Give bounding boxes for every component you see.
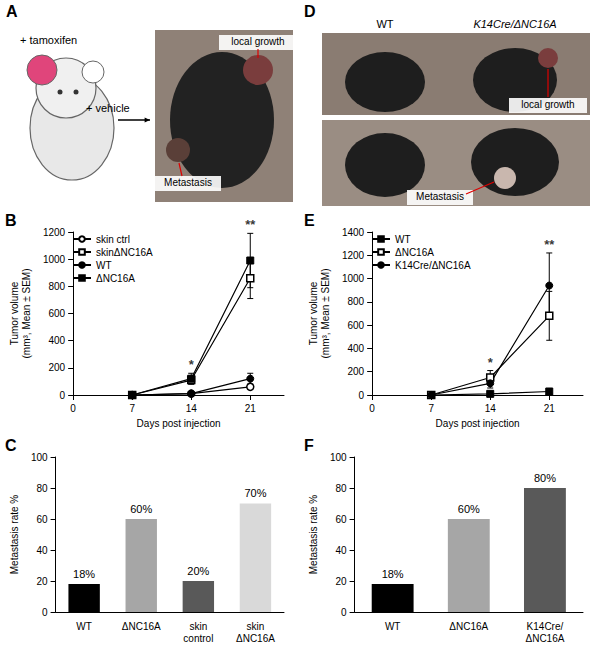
- svg-text:+ tamoxifen: + tamoxifen: [20, 34, 77, 46]
- svg-text:21: 21: [544, 403, 556, 414]
- svg-text:1200: 1200: [342, 250, 365, 261]
- svg-text:800: 800: [347, 296, 364, 307]
- svg-text:K14Cre/ΔNC16A: K14Cre/ΔNC16A: [395, 260, 471, 271]
- svg-text:local growth: local growth: [231, 36, 284, 47]
- svg-text:80%: 80%: [534, 472, 556, 484]
- svg-text:(mm³, Mean ± SEM): (mm³, Mean ± SEM): [21, 269, 32, 359]
- svg-text:(mm³, Mean ± SEM): (mm³, Mean ± SEM): [320, 269, 331, 359]
- svg-text:Tumor volume: Tumor volume: [308, 281, 319, 345]
- svg-text:100: 100: [31, 452, 48, 463]
- svg-text:Metastasis: Metastasis: [416, 191, 464, 202]
- svg-text:WT: WT: [376, 18, 393, 30]
- svg-text:60%: 60%: [130, 503, 152, 515]
- svg-text:*: *: [488, 355, 494, 370]
- svg-text:WT: WT: [76, 621, 92, 632]
- svg-text:D: D: [304, 3, 316, 20]
- svg-text:Metastasis: Metastasis: [164, 177, 212, 188]
- svg-text:Days post injection: Days post injection: [436, 418, 520, 429]
- svg-text:ΔNC16A: ΔNC16A: [236, 633, 275, 644]
- svg-text:+ vehicle: + vehicle: [86, 102, 130, 114]
- svg-text:K14Cre/ΔNC16A: K14Cre/ΔNC16A: [473, 18, 556, 30]
- svg-text:0: 0: [341, 607, 347, 618]
- html-text:B: B: [5, 212, 17, 229]
- svg-text:100: 100: [330, 452, 347, 463]
- svg-text:7: 7: [129, 403, 135, 414]
- svg-text:20%: 20%: [187, 565, 209, 577]
- svg-text:14: 14: [186, 403, 198, 414]
- svg-text:0: 0: [42, 607, 48, 618]
- html-text:C: C: [5, 437, 17, 454]
- svg-text:18%: 18%: [73, 568, 95, 580]
- html-text:F: F: [304, 437, 314, 454]
- svg-text:Metastasis rate %: Metastasis rate %: [9, 495, 20, 575]
- svg-text:600: 600: [48, 308, 65, 319]
- svg-text:80: 80: [335, 483, 347, 494]
- svg-text:**: **: [544, 237, 555, 252]
- svg-text:1000: 1000: [43, 254, 66, 265]
- svg-text:60: 60: [36, 514, 48, 525]
- svg-text:1400: 1400: [342, 227, 365, 238]
- svg-text:A: A: [6, 3, 18, 20]
- svg-text:Tumor volume: Tumor volume: [9, 281, 20, 345]
- svg-text:control: control: [183, 633, 213, 644]
- svg-text:WT: WT: [395, 234, 411, 245]
- svg-text:1200: 1200: [43, 227, 66, 238]
- svg-text:ΔNC16A: ΔNC16A: [96, 273, 135, 284]
- svg-text:70%: 70%: [244, 487, 266, 499]
- svg-text:0: 0: [60, 390, 66, 401]
- svg-text:Days post injection: Days post injection: [137, 418, 221, 429]
- html-text:E: E: [304, 212, 315, 229]
- svg-text:WT: WT: [385, 621, 401, 632]
- svg-text:skinΔNC16A: skinΔNC16A: [96, 247, 153, 258]
- svg-text:1000: 1000: [342, 273, 365, 284]
- svg-text:200: 200: [347, 366, 364, 377]
- svg-text:**: **: [245, 217, 256, 232]
- svg-text:ΔNC16A: ΔNC16A: [395, 247, 434, 258]
- svg-text:ΔNC16A: ΔNC16A: [449, 621, 488, 632]
- svg-text:40: 40: [36, 545, 48, 556]
- svg-text:20: 20: [335, 576, 347, 587]
- svg-text:800: 800: [48, 281, 65, 292]
- svg-text:60%: 60%: [458, 503, 480, 515]
- svg-text:14: 14: [485, 403, 497, 414]
- svg-text:Metastasis rate %: Metastasis rate %: [308, 495, 319, 575]
- svg-text:80: 80: [36, 483, 48, 494]
- svg-text:skin ctrl: skin ctrl: [96, 234, 130, 245]
- svg-text:21: 21: [245, 403, 257, 414]
- svg-text:WT: WT: [96, 260, 112, 271]
- svg-text:ΔNC16A: ΔNC16A: [122, 621, 161, 632]
- svg-text:K14Cre/: K14Cre/: [527, 621, 564, 632]
- svg-text:200: 200: [48, 362, 65, 373]
- svg-text:7: 7: [428, 403, 434, 414]
- svg-text:*: *: [189, 357, 195, 372]
- svg-text:400: 400: [48, 335, 65, 346]
- svg-text:0: 0: [359, 390, 365, 401]
- svg-text:ΔNC16A: ΔNC16A: [525, 633, 564, 644]
- svg-text:0: 0: [369, 403, 375, 414]
- svg-text:skin: skin: [247, 621, 265, 632]
- svg-text:local growth: local growth: [521, 99, 574, 110]
- svg-text:0: 0: [70, 403, 76, 414]
- svg-text:400: 400: [347, 343, 364, 354]
- svg-text:skin: skin: [189, 621, 207, 632]
- svg-text:18%: 18%: [382, 568, 404, 580]
- svg-text:600: 600: [347, 320, 364, 331]
- svg-text:60: 60: [335, 514, 347, 525]
- svg-text:40: 40: [335, 545, 347, 556]
- svg-text:20: 20: [36, 576, 48, 587]
